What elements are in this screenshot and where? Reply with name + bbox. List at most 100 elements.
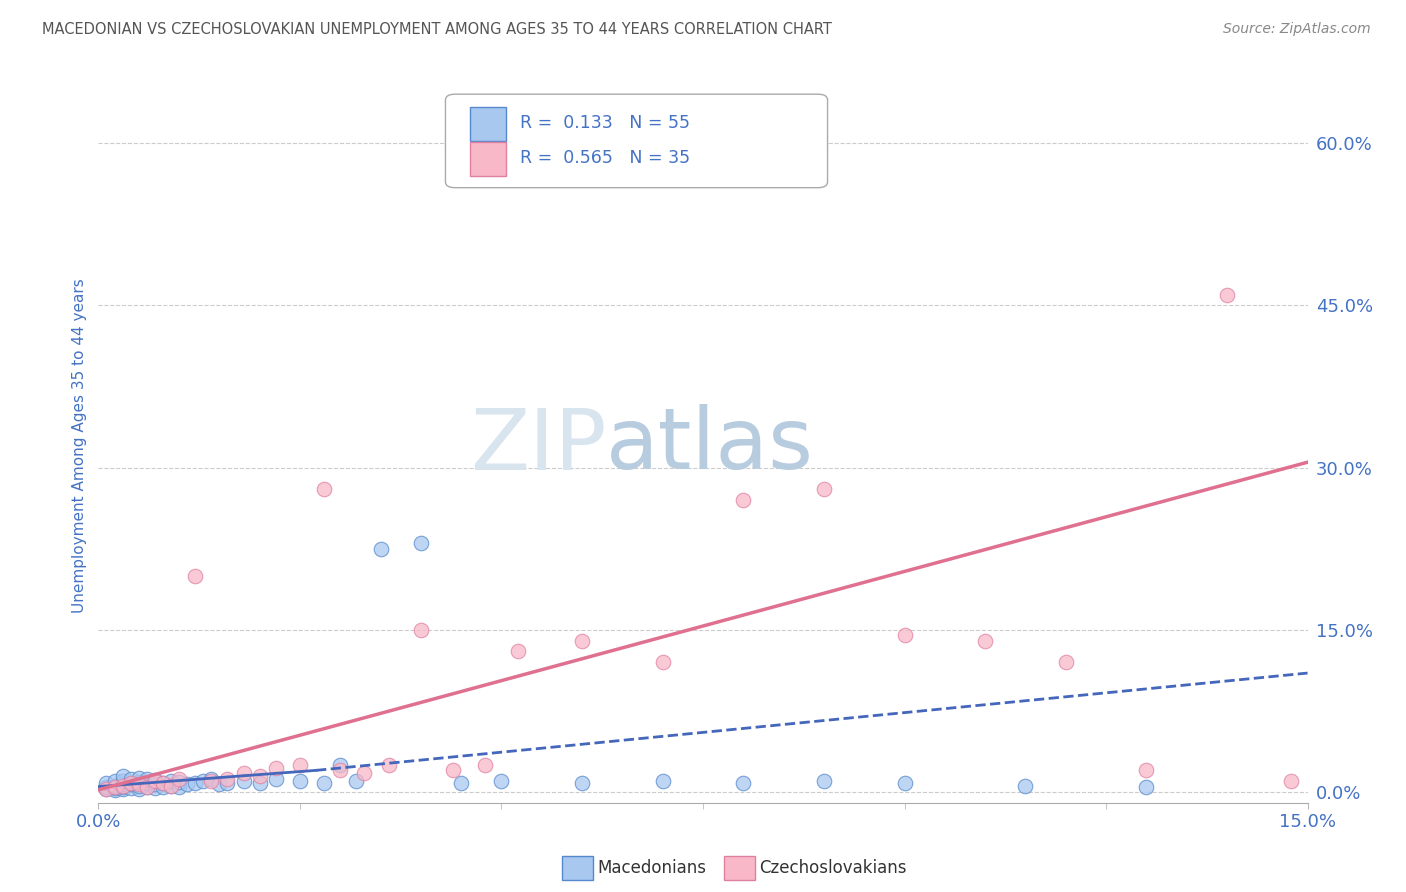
- Point: [571, 776, 593, 790]
- Point: [232, 765, 254, 780]
- Text: R =  0.133   N = 55: R = 0.133 N = 55: [520, 114, 690, 132]
- Point: [733, 493, 755, 508]
- Y-axis label: Unemployment Among Ages 35 to 44 years: Unemployment Among Ages 35 to 44 years: [72, 278, 87, 614]
- Point: [200, 772, 222, 786]
- Point: [128, 771, 150, 785]
- Point: [329, 764, 352, 778]
- Text: MACEDONIAN VS CZECHOSLOVAKIAN UNEMPLOYMENT AMONG AGES 35 TO 44 YEARS CORRELATION: MACEDONIAN VS CZECHOSLOVAKIAN UNEMPLOYME…: [42, 22, 832, 37]
- Point: [441, 764, 464, 778]
- Point: [135, 780, 157, 794]
- Point: [184, 776, 207, 790]
- Point: [344, 774, 367, 789]
- Point: [135, 776, 157, 790]
- Point: [506, 644, 529, 658]
- Point: [217, 776, 239, 790]
- Point: [249, 776, 271, 790]
- Point: [160, 774, 183, 789]
- Point: [474, 758, 496, 772]
- Point: [409, 536, 432, 550]
- Point: [353, 765, 375, 780]
- Point: [1216, 287, 1239, 301]
- Point: [813, 482, 835, 496]
- Point: [208, 777, 231, 791]
- Point: [128, 781, 150, 796]
- Point: [733, 776, 755, 790]
- Point: [128, 777, 150, 791]
- Point: [167, 775, 190, 789]
- Point: [167, 772, 190, 786]
- Point: [450, 776, 472, 790]
- Point: [377, 758, 399, 772]
- Point: [329, 758, 352, 772]
- Point: [103, 779, 125, 793]
- Point: [370, 541, 392, 556]
- Point: [288, 774, 311, 789]
- Point: [232, 774, 254, 789]
- Point: [491, 774, 513, 789]
- Text: Source: ZipAtlas.com: Source: ZipAtlas.com: [1223, 22, 1371, 37]
- Point: [160, 779, 183, 793]
- Point: [1135, 764, 1157, 778]
- Point: [143, 777, 166, 791]
- Point: [1014, 779, 1036, 793]
- Point: [193, 774, 215, 789]
- Point: [96, 781, 118, 796]
- Point: [103, 774, 125, 789]
- Point: [152, 776, 174, 790]
- Point: [135, 772, 157, 786]
- Point: [128, 775, 150, 789]
- Point: [217, 772, 239, 786]
- FancyBboxPatch shape: [470, 142, 506, 177]
- Point: [893, 628, 915, 642]
- Text: Czechoslovakians: Czechoslovakians: [759, 859, 907, 877]
- Point: [1281, 774, 1303, 789]
- Point: [167, 780, 190, 794]
- Point: [200, 774, 222, 789]
- Point: [120, 776, 142, 790]
- Point: [288, 758, 311, 772]
- Point: [184, 568, 207, 582]
- Point: [135, 780, 157, 794]
- Point: [120, 777, 142, 791]
- Text: Macedonians: Macedonians: [598, 859, 707, 877]
- Point: [176, 777, 198, 791]
- Point: [893, 776, 915, 790]
- Point: [264, 772, 287, 786]
- Point: [314, 776, 336, 790]
- Point: [152, 776, 174, 790]
- Point: [96, 781, 118, 796]
- Point: [111, 769, 134, 783]
- Point: [813, 774, 835, 789]
- Point: [120, 772, 142, 786]
- Point: [143, 780, 166, 795]
- Point: [111, 780, 134, 794]
- Point: [571, 633, 593, 648]
- Point: [409, 623, 432, 637]
- Point: [103, 780, 125, 795]
- Point: [120, 780, 142, 795]
- Point: [111, 777, 134, 791]
- Point: [103, 782, 125, 797]
- Text: R =  0.565   N = 35: R = 0.565 N = 35: [520, 150, 690, 168]
- Point: [314, 482, 336, 496]
- Point: [143, 774, 166, 789]
- Point: [1135, 780, 1157, 794]
- FancyBboxPatch shape: [470, 107, 506, 141]
- Point: [143, 773, 166, 788]
- Point: [103, 780, 125, 794]
- Point: [152, 780, 174, 794]
- Text: ZIP: ZIP: [470, 404, 606, 488]
- Text: atlas: atlas: [606, 404, 814, 488]
- Point: [96, 780, 118, 794]
- Point: [1054, 655, 1077, 669]
- Point: [249, 769, 271, 783]
- Point: [160, 779, 183, 793]
- Point: [128, 779, 150, 793]
- Point: [651, 655, 673, 669]
- Point: [96, 776, 118, 790]
- FancyBboxPatch shape: [446, 95, 828, 187]
- Point: [111, 774, 134, 789]
- Point: [651, 774, 673, 789]
- Point: [974, 633, 997, 648]
- Point: [111, 779, 134, 793]
